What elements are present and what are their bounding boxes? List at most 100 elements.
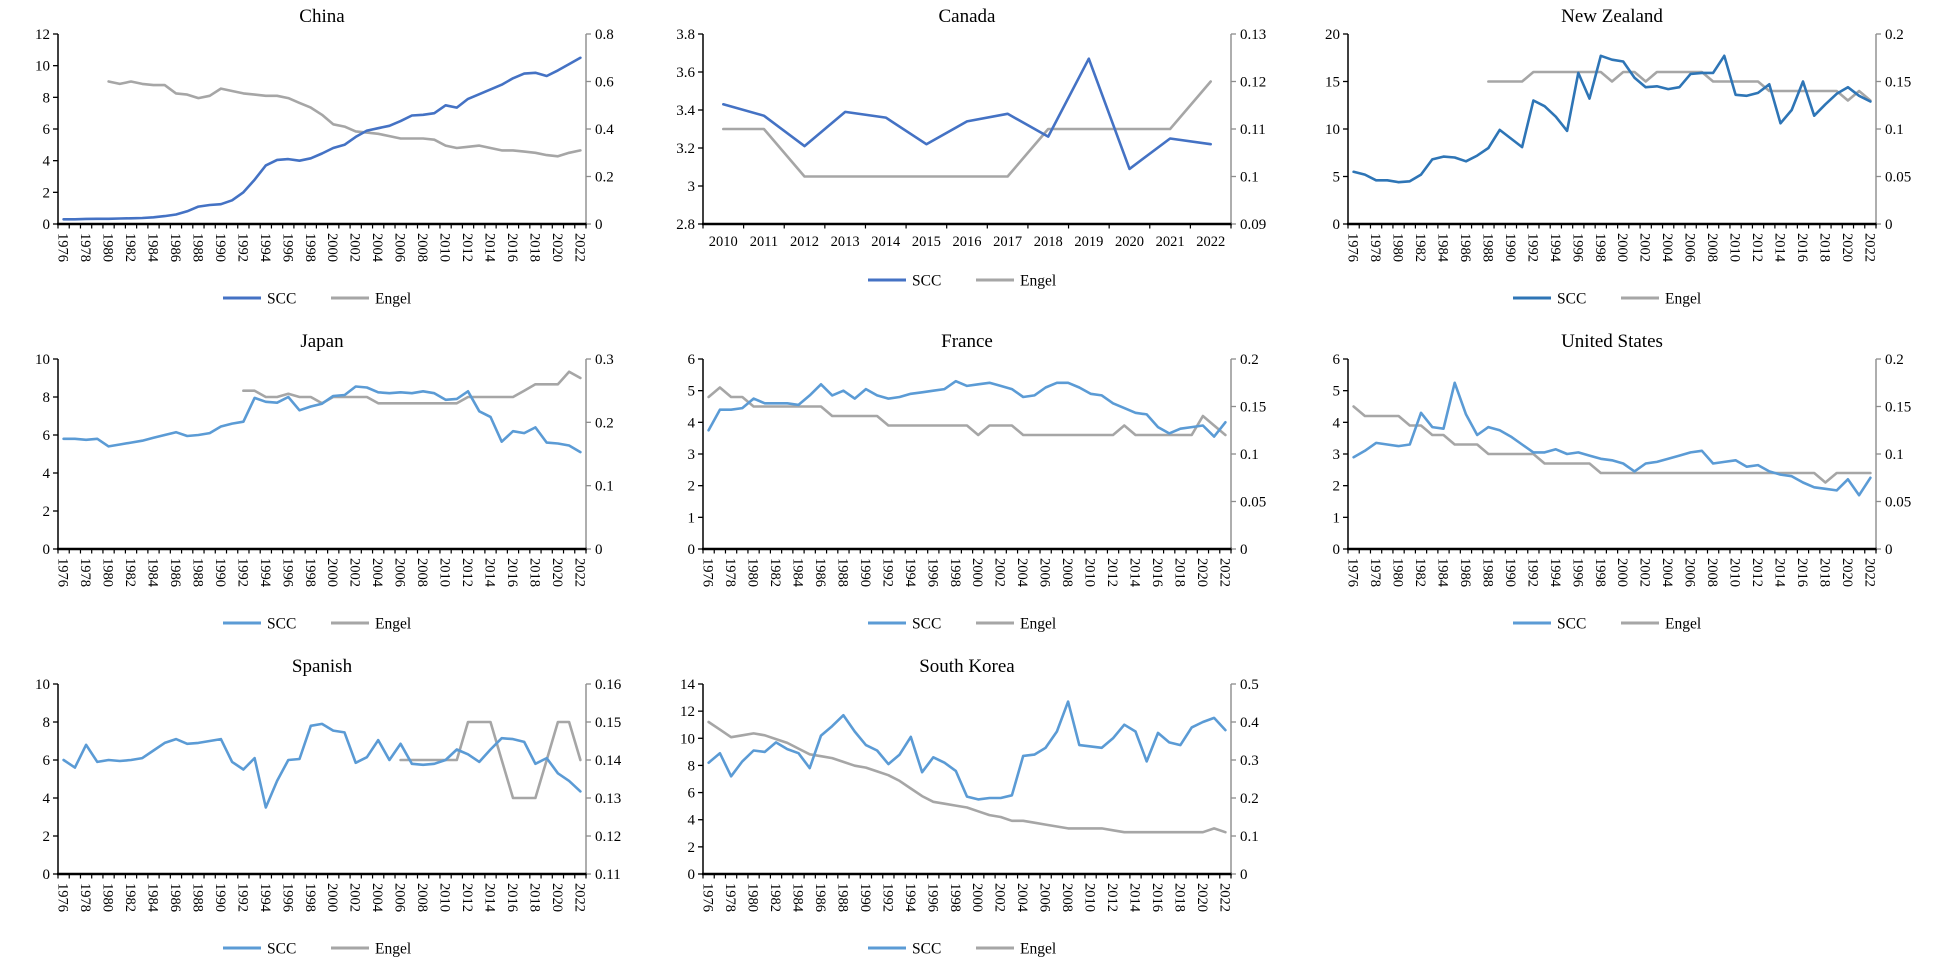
right-tick-label: 0.15 xyxy=(1240,400,1266,416)
x-tick-label: 1976 xyxy=(699,883,715,912)
left-tick-label: 2 xyxy=(42,829,50,845)
x-tick-label: 2022 xyxy=(1216,558,1232,587)
x-tick-label: 1998 xyxy=(1591,558,1607,587)
left-tick-label: 4 xyxy=(687,415,695,431)
left-tick-label: 2 xyxy=(42,504,50,520)
x-tick-label: 1978 xyxy=(722,883,738,912)
x-tick-label: 2018 xyxy=(1816,233,1832,262)
x-tick-label: 1998 xyxy=(946,558,962,587)
x-tick-label: 1994 xyxy=(901,558,917,588)
x-tick-label: 2000 xyxy=(1614,558,1630,587)
chart-canada: Canada 2.8 3 3.2 3.4 3.6 3.8 0.09 0.1 0.11 0.12 0.1… xyxy=(645,0,1290,325)
x-tick-label: 1978 xyxy=(77,558,93,587)
x-tick-label: 1978 xyxy=(1367,558,1383,587)
legend-engel-label: Engel xyxy=(1665,616,1701,633)
left-tick-label: 4 xyxy=(42,466,50,482)
right-tick-label: 0.05 xyxy=(1240,495,1266,511)
x-tick-label: 2014 xyxy=(481,883,497,913)
chart-title: United States xyxy=(1561,331,1663,352)
x-tick-label: 1998 xyxy=(1591,233,1607,262)
engel-line xyxy=(721,80,1212,178)
left-tick-label: 2 xyxy=(687,479,695,495)
x-tick-label: 2000 xyxy=(969,558,985,587)
left-tick-label: 3.2 xyxy=(676,141,695,157)
right-tick-label: 0.1 xyxy=(1240,447,1259,463)
x-tick-label: 2008 xyxy=(1059,558,1075,587)
x-tick-label: 2017 xyxy=(993,234,1022,250)
x-tick-label: 2006 xyxy=(1036,883,1052,912)
legend-scc-label: SCC xyxy=(1557,616,1586,633)
x-tick-label: 1986 xyxy=(166,558,182,587)
right-tick-label: 0.4 xyxy=(1240,715,1259,731)
left-tick-label: 0 xyxy=(687,867,695,883)
left-tick-label: 6 xyxy=(687,352,695,368)
x-tick-label: 2016 xyxy=(1148,883,1164,912)
left-tick-label: 12 xyxy=(35,27,50,43)
x-tick-label: 1988 xyxy=(189,558,205,587)
x-tick-label: 2010 xyxy=(1726,558,1742,587)
chart-title: South Korea xyxy=(919,656,1015,677)
left-tick-label: 5 xyxy=(1332,170,1340,186)
right-tick-label: 0 xyxy=(1240,542,1248,558)
chart-svg-china: China 0 2 4 6 8 10 12 0 0.2 0.4 0.6 0.8 1976 1978 1980 1… xyxy=(35,6,614,308)
x-tick-label: 1986 xyxy=(166,883,182,912)
chart-japan: Japan 0 2 4 6 8 10 0 0.1 0.2 0.3 1976 1978 1980 1982 19… xyxy=(0,325,645,650)
legend-engel-label: Engel xyxy=(1665,291,1701,308)
left-tick-label: 8 xyxy=(687,758,695,774)
x-tick-label: 1992 xyxy=(234,883,250,912)
x-tick-label: 1996 xyxy=(279,558,295,587)
right-tick-label: 0.14 xyxy=(595,753,622,769)
left-tick-label: 14 xyxy=(680,677,696,693)
chart-svg-japan: Japan 0 2 4 6 8 10 0 0.1 0.2 0.3 1976 1978 1980 1982 19… xyxy=(35,331,614,633)
x-tick-label: 1978 xyxy=(77,883,93,912)
x-tick-label: 2018 xyxy=(1033,234,1062,250)
x-tick-label: 2013 xyxy=(830,234,859,250)
chart-spanish: Spanish 0 2 4 6 8 10 0.11 0.12 0.13 0.14 0.15 0.16 19… xyxy=(0,650,645,975)
x-tick-label: 2020 xyxy=(548,233,564,262)
x-tick-label: 2008 xyxy=(1059,883,1075,912)
x-tick-label: 2000 xyxy=(324,883,340,912)
left-tick-label: 6 xyxy=(42,122,50,138)
x-tick-label: 2018 xyxy=(526,883,542,912)
right-tick-label: 0.1 xyxy=(595,479,614,495)
left-tick-label: 10 xyxy=(35,352,50,368)
x-tick-label: 2002 xyxy=(346,233,362,262)
right-tick-label: 0.12 xyxy=(595,829,621,845)
left-tick-label: 1 xyxy=(1332,510,1340,526)
left-tick-label: 8 xyxy=(42,90,50,106)
left-tick-label: 0 xyxy=(42,542,50,558)
left-tick-label: 5 xyxy=(687,384,695,400)
x-tick-label: 2006 xyxy=(391,883,407,912)
scc-line xyxy=(61,56,582,221)
x-tick-label: 1988 xyxy=(1479,558,1495,587)
x-tick-label: 1986 xyxy=(166,233,182,262)
right-tick-label: 0 xyxy=(1885,542,1893,558)
scc-line xyxy=(61,385,582,454)
chart-south-korea: South Korea 0 2 4 6 8 10 12 14 0 0.1 0.2 0.3 0.4 0.5 19… xyxy=(645,650,1290,975)
left-tick-label: 2 xyxy=(1332,479,1340,495)
right-tick-label: 0.4 xyxy=(595,122,614,138)
left-tick-label: 4 xyxy=(1332,415,1340,431)
x-tick-label: 1976 xyxy=(1344,233,1360,262)
legend-engel-label: Engel xyxy=(375,616,411,633)
x-tick-label: 2012 xyxy=(459,883,475,912)
left-tick-label: 2 xyxy=(687,840,695,856)
right-tick-label: 0 xyxy=(595,217,603,233)
x-tick-label: 2004 xyxy=(1659,558,1675,588)
right-tick-label: 0.2 xyxy=(1240,791,1259,807)
left-tick-label: 3 xyxy=(687,179,695,195)
x-tick-label: 1996 xyxy=(279,883,295,912)
right-tick-label: 0.13 xyxy=(1240,27,1266,43)
x-tick-label: 1990 xyxy=(211,558,227,587)
left-tick-label: 0 xyxy=(42,217,50,233)
x-tick-label: 2022 xyxy=(1216,883,1232,912)
x-tick-label: 1988 xyxy=(834,558,850,587)
right-tick-label: 0.2 xyxy=(1885,27,1904,43)
chart-title: Japan xyxy=(300,331,344,352)
right-tick-label: 0.1 xyxy=(1240,829,1259,845)
x-tick-label: 2020 xyxy=(1193,883,1209,912)
right-tick-label: 0.5 xyxy=(1240,677,1259,693)
x-tick-label: 2020 xyxy=(1838,233,1854,262)
right-tick-label: 0.8 xyxy=(595,27,614,43)
x-tick-label: 2014 xyxy=(481,233,497,263)
